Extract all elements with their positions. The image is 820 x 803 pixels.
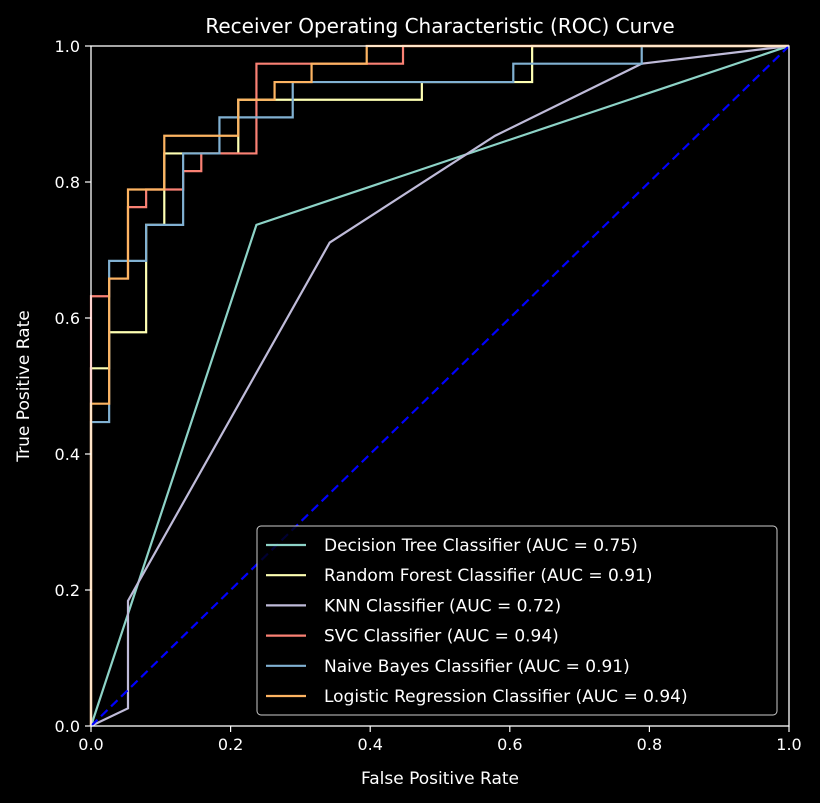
y-tick-label: 0.0 (55, 717, 80, 736)
y-axis-label: True Positive Rate (14, 310, 34, 462)
x-tick-label: 0.4 (357, 735, 382, 754)
legend-label: SVC Classifier (AUC = 0.94) (324, 627, 559, 647)
legend-label: Logistic Regression Classifier (AUC = 0.… (324, 687, 688, 707)
x-tick-label: 1.0 (776, 735, 801, 754)
series-line-1 (89, 44, 790, 727)
y-tick-label: 0.8 (55, 173, 80, 192)
legend-label: Naive Bayes Classifier (AUC = 0.91) (324, 657, 630, 677)
y-tick-label: 0.2 (55, 581, 80, 600)
y-axis: 0.0 0.2 0.4 0.6 0.8 1.0 (55, 37, 91, 736)
chart-title: Receiver Operating Characteristic (ROC) … (205, 14, 674, 38)
y-tick-label: 1.0 (55, 37, 80, 56)
plot-area (89, 44, 790, 727)
x-tick-label: 0.6 (497, 735, 522, 754)
reference-diagonal-line (90, 45, 790, 727)
series-line-6 (89, 44, 789, 726)
legend-label: Random Forest Classifier (AUC = 0.91) (324, 566, 652, 586)
legend-entries: Decision Tree Classifier (AUC = 0.75) Ran… (266, 536, 688, 707)
x-axis: 0.0 0.2 0.4 0.6 0.8 1.0 (78, 726, 802, 754)
plot-frame (90, 45, 790, 727)
x-tick-label: 0.8 (637, 735, 662, 754)
legend-label: Decision Tree Classifier (AUC = 0.75) (324, 536, 638, 556)
x-axis-label: False Positive Rate (361, 769, 519, 789)
legend-box (256, 525, 778, 716)
x-tick-label: 0.0 (78, 735, 103, 754)
y-tick-label: 0.6 (55, 309, 80, 328)
legend-label: KNN Classifier (AUC = 0.72) (324, 596, 561, 616)
series-layer (89, 44, 790, 727)
x-tick-label: 0.2 (218, 735, 243, 754)
legend: Decision Tree Classifier (AUC = 0.75) Ran… (256, 525, 778, 716)
y-tick-label: 0.4 (55, 445, 80, 464)
